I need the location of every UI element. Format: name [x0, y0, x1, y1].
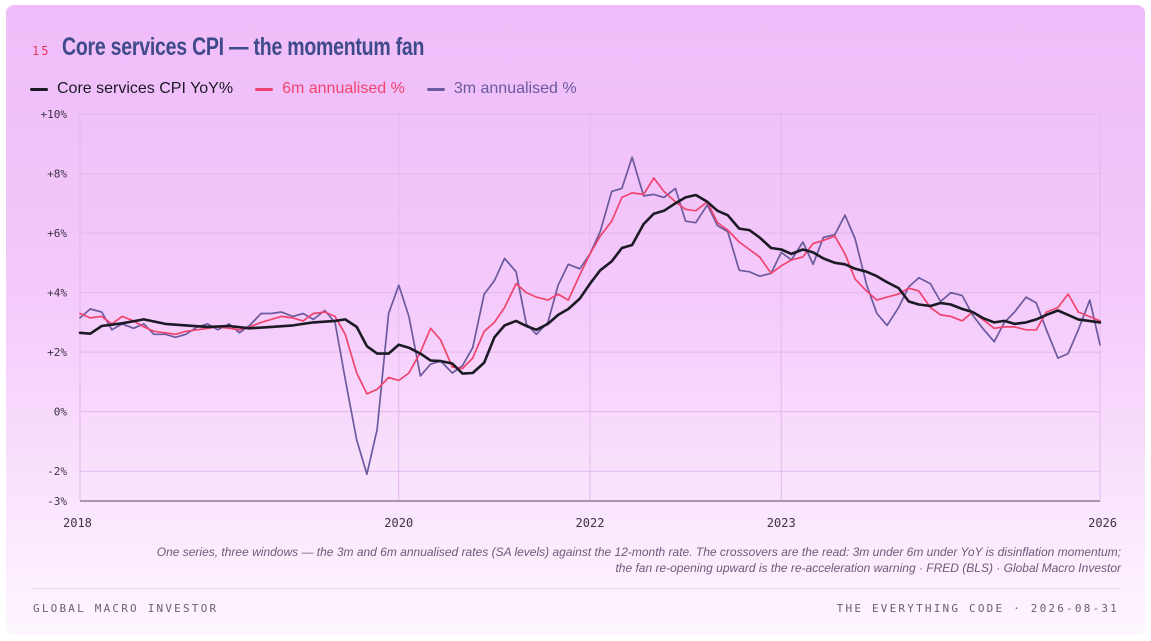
caption-line-2: the fan re-opening upward is the re-acce…	[615, 561, 1121, 575]
x-tick-label: 2018	[63, 516, 92, 530]
caption-line-1: One series, three windows — the 3m and 6…	[156, 545, 1121, 559]
figure-number: 15	[32, 44, 51, 58]
footer-divider	[32, 588, 1121, 589]
chart-legend: Core services CPI YoY% 6m annualised % 3…	[30, 80, 599, 98]
legend-swatch-yoy	[30, 87, 48, 91]
legend-swatch-3m	[426, 87, 445, 91]
y-tick-label: +8%	[47, 168, 67, 181]
y-tick-label: -3%	[47, 495, 67, 508]
legend-item-yoy: Core services CPI YoY%	[30, 80, 233, 98]
chart-header: 15 Core services CPI — the momentum fan	[32, 33, 527, 62]
chart-title: Core services CPI — the momentum fan	[62, 33, 425, 61]
x-tick-label: 2022	[576, 516, 605, 530]
y-tick-label: +2%	[47, 346, 67, 359]
y-tick-label: +10%	[41, 108, 68, 121]
y-tick-label: 0%	[54, 406, 68, 419]
footer-edition: THE EVERYTHING CODE · 2026-08-31	[836, 602, 1119, 615]
chart-card: 15 Core services CPI — the momentum fan …	[6, 5, 1145, 635]
x-tick-label: 2026	[1088, 516, 1117, 530]
y-tick-label: -2%	[47, 465, 67, 478]
legend-label-yoy: Core services CPI YoY%	[57, 80, 234, 97]
y-tick-label: +6%	[47, 227, 67, 240]
legend-item-3m: 3m annualised %	[426, 80, 577, 98]
legend-item-6m: 6m annualised %	[255, 80, 405, 98]
legend-swatch-6m	[255, 87, 274, 91]
footer-publisher: GLOBAL MACRO INVESTOR	[33, 602, 219, 615]
x-tick-label: 2020	[384, 516, 413, 530]
legend-label-6m: 6m annualised %	[282, 80, 405, 97]
chart-caption: One series, three windows — the 3m and 6…	[31, 544, 1121, 576]
series-line-core-yoy	[78, 193, 1102, 375]
legend-label-3m: 3m annualised %	[453, 80, 577, 97]
y-tick-label: +4%	[47, 287, 67, 300]
x-tick-label: 2023	[767, 516, 796, 530]
